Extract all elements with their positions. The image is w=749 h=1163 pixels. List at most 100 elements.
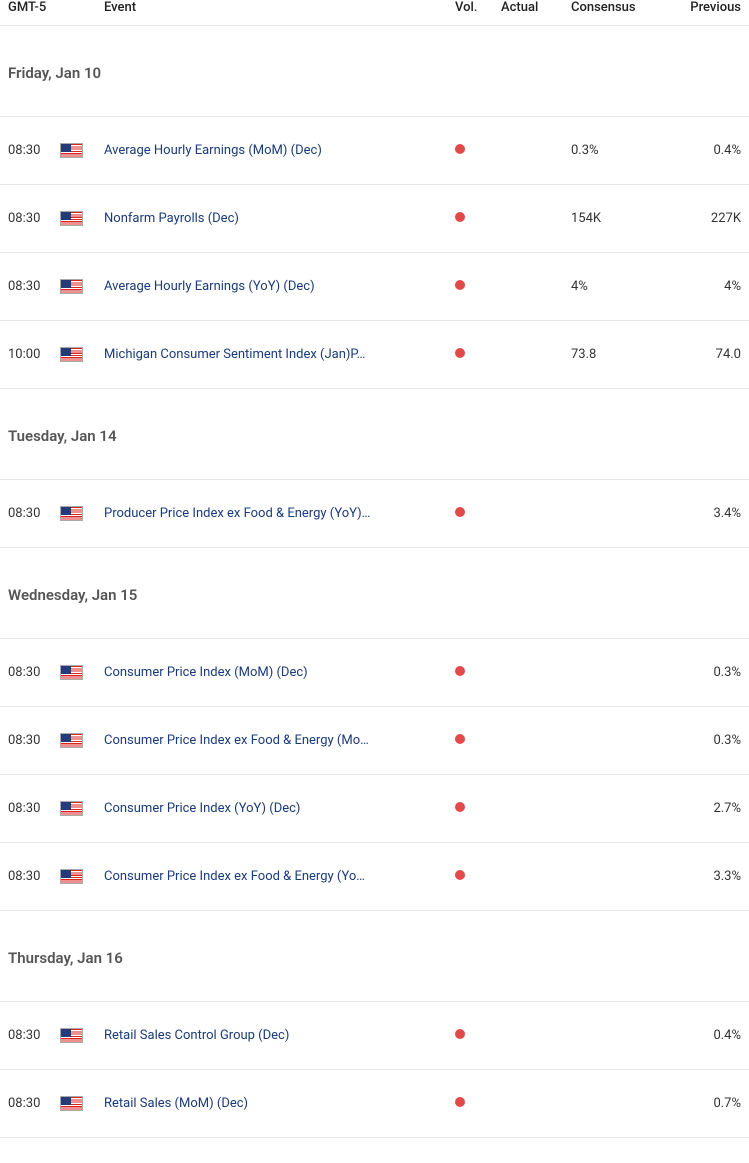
consensus-value: 0.3%	[571, 143, 671, 158]
event-name-cell: Average Hourly Earnings (MoM) (Dec)	[104, 143, 455, 158]
event-name-cell: Consumer Price Index (MoM) (Dec)	[104, 665, 455, 680]
table-row[interactable]: 08:30Retail Sales Control Group (Dec)0.4…	[0, 1002, 749, 1070]
event-name-cell: Retail Sales (MoM) (Dec)	[104, 1096, 455, 1111]
consensus-value: 73.8	[571, 347, 671, 362]
volatility-dot-icon	[455, 280, 465, 290]
us-flag-icon	[60, 801, 83, 816]
event-time: 08:30	[8, 869, 60, 884]
table-row[interactable]: 08:30Consumer Price Index (YoY) (Dec)2.7…	[0, 775, 749, 843]
volatility-dot-icon	[455, 802, 465, 812]
us-flag-icon	[60, 506, 83, 521]
table-header-row: GMT-5 Event Vol. Actual Consensus Previo…	[0, 0, 749, 26]
event-name-cell: Average Hourly Earnings (YoY) (Dec)	[104, 279, 455, 294]
table-row[interactable]: 08:30 Retail Sales (MoM) (Dec) 0.7%	[0, 1070, 749, 1138]
event-time: 08:30	[8, 143, 60, 158]
us-flag-icon	[60, 733, 83, 748]
event-name-cell: Retail Sales Control Group (Dec)	[104, 1028, 455, 1043]
event-link[interactable]: Consumer Price Index (YoY) (Dec)	[104, 801, 449, 816]
previous-value: 227K	[671, 211, 741, 226]
event-time: 08:30	[8, 733, 60, 748]
volatility-cell	[455, 211, 501, 226]
table-row[interactable]: 08:30 Consumer Price Index ex Food & Ener…	[0, 707, 749, 775]
table-row[interactable]: 08:30Average Hourly Earnings (YoY) (Dec)…	[0, 253, 749, 321]
volatility-cell	[455, 347, 501, 362]
event-name-cell: Consumer Price Index ex Food & Energy (M…	[104, 733, 455, 748]
volatility-cell	[455, 733, 501, 748]
table-row[interactable]: 08:30 Average Hourly Earnings (MoM) (Dec)…	[0, 117, 749, 185]
event-name-cell: Producer Price Index ex Food & Energy (Y…	[104, 506, 455, 521]
volatility-cell	[455, 1096, 501, 1111]
event-time: 08:30	[8, 1096, 60, 1111]
day-header: Thursday, Jan 16	[0, 911, 749, 1002]
volatility-dot-icon	[455, 348, 465, 358]
us-flag-icon	[60, 665, 83, 680]
previous-value: 3.3%	[671, 869, 741, 884]
country-flag-cell	[60, 347, 104, 362]
us-flag-icon	[60, 347, 83, 362]
country-flag-cell	[60, 506, 104, 521]
volatility-dot-icon	[455, 734, 465, 744]
event-time: 08:30	[8, 665, 60, 680]
volatility-cell	[455, 143, 501, 158]
event-name-cell: Consumer Price Index (YoY) (Dec)	[104, 801, 455, 816]
event-link[interactable]: Average Hourly Earnings (YoY) (Dec)	[104, 279, 449, 294]
economic-calendar-table: GMT-5 Event Vol. Actual Consensus Previo…	[0, 0, 749, 1138]
volatility-cell	[455, 506, 501, 521]
volatility-dot-icon	[455, 212, 465, 222]
volatility-dot-icon	[455, 666, 465, 676]
volatility-cell	[455, 279, 501, 294]
previous-value: 74.0	[671, 347, 741, 362]
previous-value: 3.4%	[671, 506, 741, 521]
previous-value: 2.7%	[671, 801, 741, 816]
event-link[interactable]: Retail Sales Control Group (Dec)	[104, 1028, 449, 1043]
previous-value: 0.4%	[671, 1028, 741, 1043]
event-time: 10:00	[8, 347, 60, 362]
col-header-volatility: Vol.	[455, 0, 501, 15]
country-flag-cell	[60, 279, 104, 294]
event-link[interactable]: Retail Sales (MoM) (Dec)	[104, 1096, 449, 1111]
volatility-cell	[455, 869, 501, 884]
us-flag-icon	[60, 1028, 83, 1043]
table-row[interactable]: 08:30 Consumer Price Index ex Food & Ener…	[0, 843, 749, 911]
us-flag-icon	[60, 1096, 83, 1111]
previous-value: 0.4%	[671, 143, 741, 158]
table-row[interactable]: 08:30Consumer Price Index (MoM) (Dec)0.3…	[0, 639, 749, 707]
us-flag-icon	[60, 143, 83, 158]
table-row[interactable]: 10:00 Michigan Consumer Sentiment Index (…	[0, 321, 749, 389]
consensus-value: 4%	[571, 279, 671, 294]
country-flag-cell	[60, 733, 104, 748]
volatility-cell	[455, 1028, 501, 1043]
col-header-consensus: Consensus	[571, 0, 671, 15]
event-name-cell: Nonfarm Payrolls (Dec)	[104, 211, 455, 226]
day-header: Friday, Jan 10	[0, 26, 749, 117]
event-link[interactable]: Average Hourly Earnings (MoM) (Dec)	[104, 143, 449, 158]
country-flag-cell	[60, 801, 104, 816]
volatility-dot-icon	[455, 870, 465, 880]
event-link[interactable]: Producer Price Index ex Food & Energy (Y…	[104, 506, 449, 521]
us-flag-icon	[60, 279, 83, 294]
col-header-actual: Actual	[501, 0, 571, 15]
us-flag-icon	[60, 211, 83, 226]
consensus-value: 154K	[571, 211, 671, 226]
event-link[interactable]: Consumer Price Index ex Food & Energy (M…	[104, 733, 449, 748]
volatility-cell	[455, 665, 501, 680]
event-link[interactable]: Nonfarm Payrolls (Dec)	[104, 211, 449, 226]
country-flag-cell	[60, 143, 104, 158]
previous-value: 0.3%	[671, 733, 741, 748]
country-flag-cell	[60, 665, 104, 680]
table-row[interactable]: 08:30 Producer Price Index ex Food & Ener…	[0, 480, 749, 548]
day-header: Wednesday, Jan 15	[0, 548, 749, 639]
event-time: 08:30	[8, 211, 60, 226]
event-link[interactable]: Consumer Price Index ex Food & Energy (Y…	[104, 869, 449, 884]
col-header-previous: Previous	[671, 0, 741, 15]
event-time: 08:30	[8, 506, 60, 521]
col-header-timezone: GMT-5	[8, 0, 60, 15]
event-link[interactable]: Consumer Price Index (MoM) (Dec)	[104, 665, 449, 680]
day-header: Tuesday, Jan 14	[0, 389, 749, 480]
table-row[interactable]: 08:30 Nonfarm Payrolls (Dec) 154K227K	[0, 185, 749, 253]
event-name-cell: Consumer Price Index ex Food & Energy (Y…	[104, 869, 455, 884]
event-link[interactable]: Michigan Consumer Sentiment Index (Jan)P…	[104, 347, 449, 362]
volatility-dot-icon	[455, 1097, 465, 1107]
previous-value: 0.7%	[671, 1096, 741, 1111]
groups-container: Friday, Jan 1008:30Average Hourly Earnin…	[0, 26, 749, 1138]
